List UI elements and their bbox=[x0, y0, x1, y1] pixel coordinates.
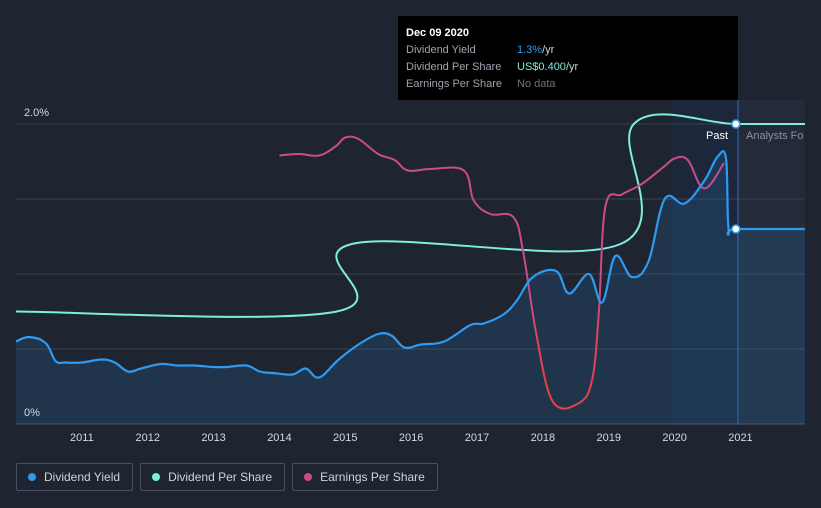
x-tick-label: 2017 bbox=[465, 432, 489, 444]
legend-label: Earnings Per Share bbox=[320, 470, 425, 484]
x-tick-label: 2019 bbox=[596, 432, 620, 444]
y-axis-ticks: 0% 2.0% bbox=[24, 107, 49, 419]
x-tick-label: 2012 bbox=[135, 432, 159, 444]
x-tick-label: 2021 bbox=[728, 432, 752, 444]
tooltip-label: Earnings Per Share bbox=[406, 78, 502, 90]
area-fills bbox=[16, 151, 805, 424]
tooltip-unit: /yr bbox=[565, 61, 579, 73]
earnings-per-share-line bbox=[279, 135, 725, 410]
hover-tooltip: Dec 09 2020 Dividend Yield 1.3% /yr Divi… bbox=[398, 16, 738, 100]
forecast-label: Analysts Fo bbox=[746, 130, 804, 142]
tooltip-label: Dividend Yield bbox=[406, 44, 476, 56]
tooltip-row-earnings-per-share: Earnings Per Share No data bbox=[406, 76, 730, 93]
legend-item-dividend-per-share[interactable]: Dividend Per Share bbox=[140, 463, 286, 491]
x-tick-label: 2011 bbox=[70, 432, 94, 444]
forecast-region bbox=[738, 100, 805, 425]
tooltip-row-dividend-per-share: Dividend Per Share US$0.400 /yr bbox=[406, 59, 730, 76]
y-tick-label: 0% bbox=[24, 407, 40, 419]
tooltip-label: Dividend Per Share bbox=[406, 61, 502, 73]
past-label: Past bbox=[706, 130, 729, 142]
dividend-yield-line bbox=[15, 150, 805, 379]
hover-marker-dot bbox=[731, 119, 741, 129]
dividend-yield-area bbox=[16, 151, 805, 424]
tooltip-unit: /yr bbox=[542, 44, 555, 56]
hover-markers bbox=[731, 119, 741, 234]
chart-legend: Dividend Yield Dividend Per Share Earnin… bbox=[16, 463, 438, 491]
dividend-per-share-line bbox=[15, 113, 805, 318]
x-tick-label: 2014 bbox=[267, 432, 291, 444]
legend-item-dividend-yield[interactable]: Dividend Yield bbox=[16, 463, 134, 491]
series-lines bbox=[15, 113, 805, 410]
x-tick-label: 2018 bbox=[531, 432, 555, 444]
tooltip-date: Dec 09 2020 bbox=[406, 27, 469, 39]
tooltip-value: No data bbox=[517, 78, 556, 90]
tooltip-value: 1.3% bbox=[517, 44, 543, 56]
legend-dot-icon bbox=[152, 473, 161, 481]
legend-item-earnings-per-share[interactable]: Earnings Per Share bbox=[292, 463, 438, 491]
tooltip-row-dividend-yield: Dividend Yield 1.3% /yr bbox=[406, 42, 730, 59]
y-tick-label: 2.0% bbox=[24, 107, 49, 119]
legend-label: Dividend Yield bbox=[44, 470, 121, 484]
x-tick-label: 2015 bbox=[333, 432, 357, 444]
legend-dot-icon bbox=[304, 473, 313, 481]
hover-marker-dot bbox=[731, 224, 741, 234]
x-tick-label: 2016 bbox=[399, 432, 423, 444]
x-axis-ticks: 2011 2012 2013 2014 2015 2016 2017 2018 2019 2020… bbox=[70, 432, 753, 444]
x-tick-label: 2020 bbox=[662, 432, 686, 444]
past-highlight-region bbox=[672, 100, 738, 425]
legend-label: Dividend Per Share bbox=[168, 470, 273, 484]
legend-dot-icon bbox=[28, 473, 36, 481]
tooltip-value: US$0.400 bbox=[517, 61, 566, 73]
x-tick-label: 2013 bbox=[201, 432, 225, 444]
